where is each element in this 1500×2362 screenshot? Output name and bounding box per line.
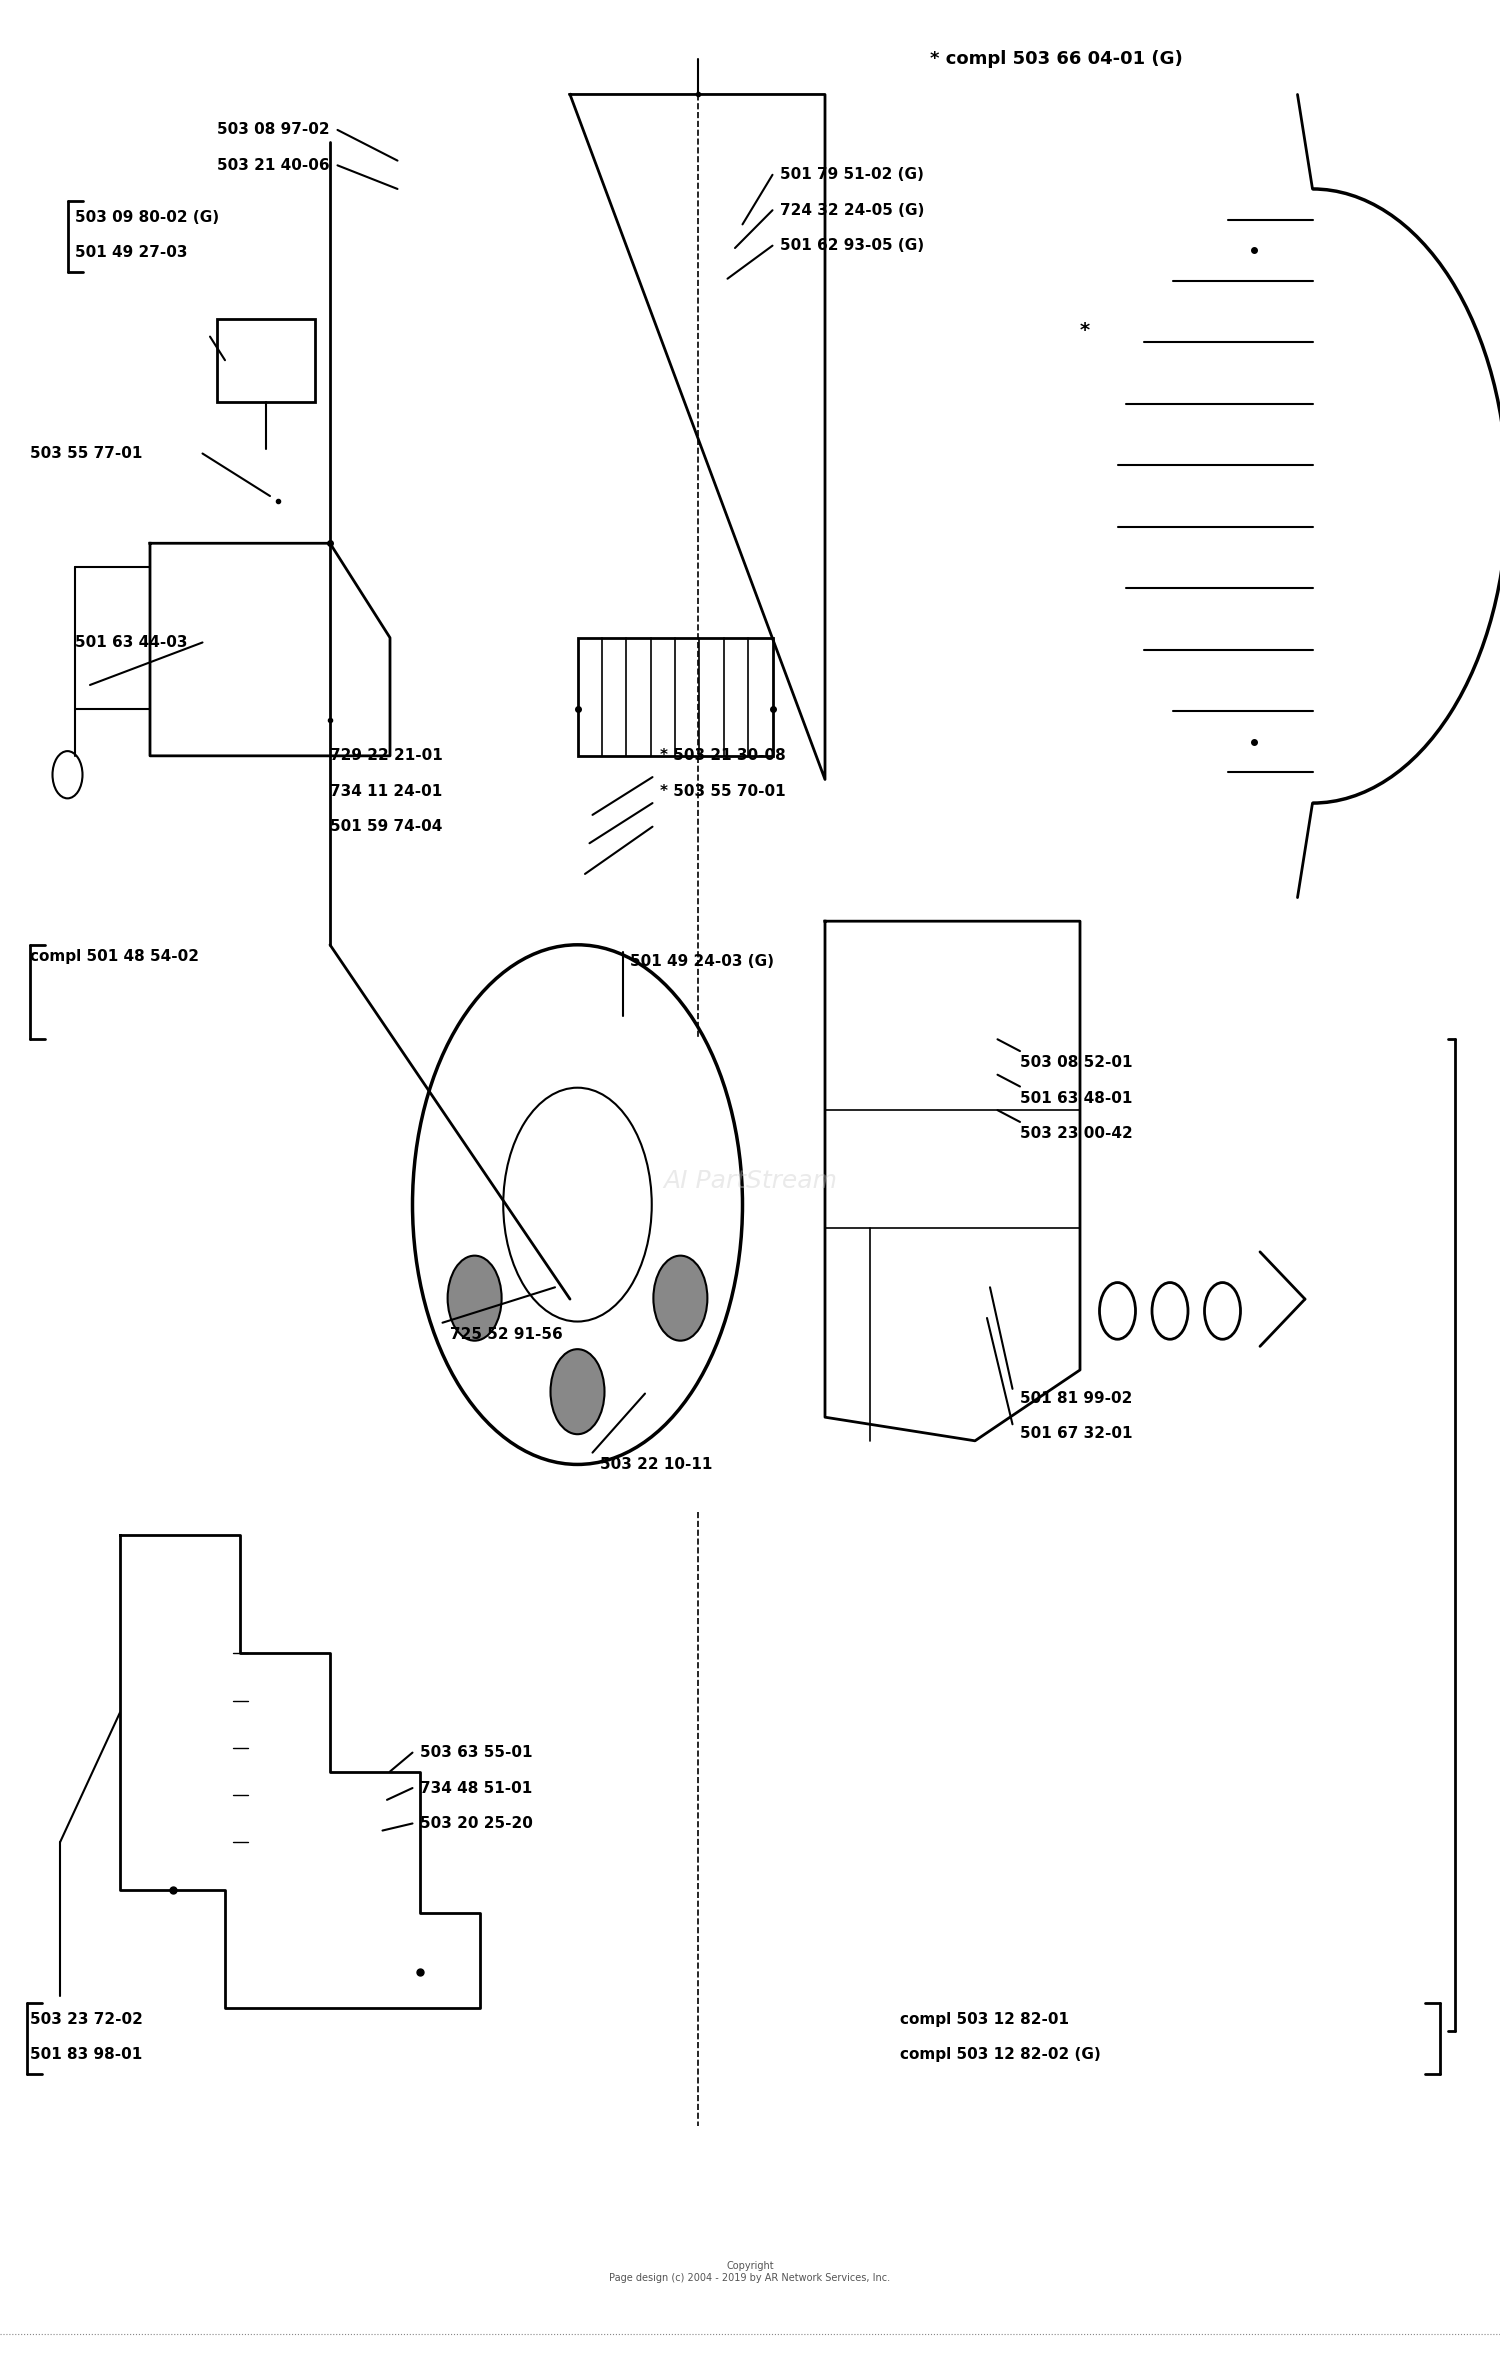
- Text: 503 23 72-02: 503 23 72-02: [30, 2012, 142, 2027]
- Bar: [217, 319, 315, 402]
- Text: compl 503 12 82-01: compl 503 12 82-01: [900, 2012, 1070, 2027]
- Text: compl 501 48 54-02: compl 501 48 54-02: [30, 950, 200, 964]
- Text: 501 79 51-02 (G): 501 79 51-02 (G): [780, 168, 924, 182]
- Text: 503 21 40-06: 503 21 40-06: [217, 158, 330, 172]
- Text: 501 49 27-03: 501 49 27-03: [75, 246, 188, 260]
- Text: 501 63 44-03: 501 63 44-03: [75, 635, 188, 650]
- Text: 501 83 98-01: 501 83 98-01: [30, 2048, 142, 2062]
- Text: 501 63 48-01: 501 63 48-01: [1020, 1091, 1132, 1105]
- Text: * compl 503 66 04-01 (G): * compl 503 66 04-01 (G): [930, 50, 1182, 68]
- Circle shape: [447, 1257, 501, 1342]
- Text: Copyright
Page design (c) 2004 - 2019 by AR Network Services, Inc.: Copyright Page design (c) 2004 - 2019 by…: [609, 2260, 891, 2284]
- Text: *: *: [1080, 321, 1090, 340]
- Text: compl 503 12 82-02 (G): compl 503 12 82-02 (G): [900, 2048, 1101, 2062]
- Bar: [578, 638, 772, 756]
- Text: 734 11 24-01: 734 11 24-01: [330, 784, 442, 798]
- Text: 725 52 91-56: 725 52 91-56: [450, 1327, 562, 1342]
- Circle shape: [550, 1349, 604, 1434]
- Text: 501 49 24-03 (G): 501 49 24-03 (G): [630, 954, 774, 968]
- Text: 503 22 10-11: 503 22 10-11: [600, 1457, 712, 1472]
- Text: 501 59 74-04: 501 59 74-04: [330, 820, 442, 834]
- Text: 501 81 99-02: 501 81 99-02: [1020, 1391, 1132, 1405]
- Text: 501 62 93-05 (G): 501 62 93-05 (G): [780, 239, 924, 253]
- Text: * 503 55 70-01: * 503 55 70-01: [660, 784, 786, 798]
- Text: 503 08 97-02: 503 08 97-02: [217, 123, 330, 137]
- Circle shape: [654, 1257, 708, 1342]
- Text: * 503 21 30-08: * 503 21 30-08: [660, 749, 786, 763]
- Text: 501 67 32-01: 501 67 32-01: [1020, 1427, 1132, 1441]
- Text: 503 20 25-20: 503 20 25-20: [420, 1816, 532, 1831]
- Text: AI PartStream: AI PartStream: [663, 1169, 837, 1193]
- Text: 729 22 21-01: 729 22 21-01: [330, 749, 442, 763]
- Text: 724 32 24-05 (G): 724 32 24-05 (G): [780, 203, 924, 217]
- Text: 503 55 77-01: 503 55 77-01: [30, 446, 142, 461]
- Text: 734 48 51-01: 734 48 51-01: [420, 1781, 532, 1795]
- Text: 503 63 55-01: 503 63 55-01: [420, 1746, 532, 1760]
- Text: 503 08 52-01: 503 08 52-01: [1020, 1056, 1132, 1070]
- Text: 503 23 00-42: 503 23 00-42: [1020, 1127, 1132, 1141]
- Text: 503 09 80-02 (G): 503 09 80-02 (G): [75, 210, 219, 224]
